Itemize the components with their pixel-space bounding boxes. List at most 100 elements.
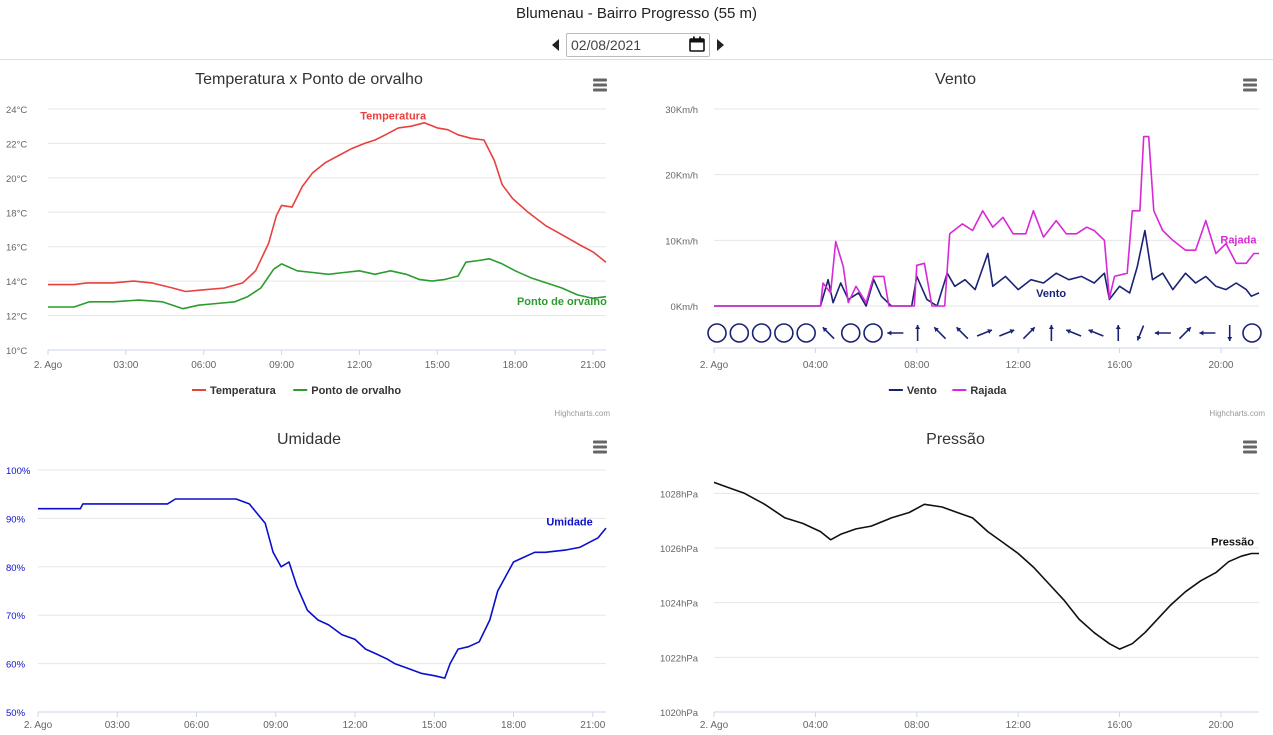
x-tick-label: 2. Ago — [24, 720, 53, 731]
legend-item[interactable]: Temperatura — [191, 385, 277, 397]
date-navigator — [550, 31, 726, 59]
x-tick-label: 03:00 — [113, 360, 138, 371]
series-line-umidade — [38, 498, 607, 679]
chart-title: Vento — [935, 71, 976, 88]
y-tick-label: 22°C — [6, 139, 27, 150]
y-tick-label: 1024hPa — [660, 599, 699, 610]
x-tick-label: 12:00 — [343, 720, 368, 731]
wind-arrow-head — [987, 329, 992, 334]
x-tick-label: 06:00 — [184, 720, 209, 731]
wind-arrow-head — [1136, 335, 1142, 341]
x-tick-label: 16:00 — [1107, 360, 1132, 371]
date-input[interactable] — [571, 37, 671, 53]
hamburger-menu-icon[interactable] — [593, 78, 607, 92]
x-tick-label: 18:00 — [501, 720, 526, 731]
x-tick-label: 08:00 — [904, 360, 929, 371]
menu-bar — [593, 445, 607, 449]
series-label: Ponto de orvalho — [517, 296, 607, 308]
series-line-ponto-de-orvalho — [48, 258, 607, 310]
y-tick-label: 1026hPa — [660, 544, 699, 555]
legend-item[interactable]: Ponto de orvalho — [293, 385, 401, 397]
series-label: Umidade — [546, 517, 592, 529]
x-tick-label: 16:00 — [1107, 720, 1132, 731]
x-tick-label: 20:00 — [1208, 720, 1233, 731]
pressure-chart-svg: Pressão 1020hPa 1022hPa 1024hPa 1026hPa 1028h… — [660, 431, 1259, 731]
y-tick-label: 90% — [6, 514, 26, 525]
x-tick-label: 2. Ago — [34, 360, 63, 371]
chart-pressure: Pressão 1020hPa 1022hPa 1024hPa 1026hPa 1028h… — [638, 422, 1273, 735]
wind-arrow-head — [1154, 330, 1159, 336]
legend-label: Ponto de orvalho — [311, 385, 401, 397]
wind-chart-svg: Vento 0Km/h 10Km/h 20Km/h 30Km/h 2. Ago 04:00 0… — [665, 71, 1265, 418]
wind-arrow-head — [1227, 337, 1233, 341]
x-tick-label: 12:00 — [1006, 720, 1031, 731]
menu-bar — [1243, 445, 1257, 449]
y-tick-label: 10°C — [6, 346, 27, 357]
series-label: Temperatura — [360, 110, 427, 122]
x-tick-label: 20:00 — [1208, 360, 1233, 371]
humidity-chart-svg: Umidade 50% 60% 70% 80% 90% 100% 2. Ago 03:00 06:… — [6, 431, 607, 731]
x-tick-label: 09:00 — [269, 360, 294, 371]
legend-label: Rajada — [970, 385, 1007, 397]
legend-item[interactable]: Vento — [888, 385, 937, 397]
menu-bar — [593, 88, 607, 92]
y-tick-label: 24°C — [6, 105, 27, 116]
series-label: Rajada — [1220, 235, 1257, 247]
caret-right-icon[interactable] — [714, 35, 726, 55]
y-tick-label: 30Km/h — [665, 105, 698, 116]
x-tick-label: 12:00 — [1006, 360, 1031, 371]
calm-wind-marker — [1242, 323, 1262, 343]
series-label: Pressão — [1211, 536, 1254, 548]
x-tick-label: 04:00 — [803, 360, 828, 371]
wind-arrow-head — [934, 327, 939, 332]
x-tick-label: 15:00 — [425, 360, 450, 371]
chart-humidity: Umidade 50% 60% 70% 80% 90% 100% 2. Ago 03:00 06:… — [0, 422, 618, 735]
series-line-temperatura — [48, 122, 607, 293]
caret-left-icon[interactable] — [550, 35, 562, 55]
hamburger-menu-icon[interactable] — [1243, 78, 1257, 92]
wind-arrow-head — [1115, 325, 1121, 329]
wind-arrow-head — [1066, 329, 1071, 334]
y-tick-label: 14°C — [6, 277, 27, 288]
y-tick-label: 1020hPa — [660, 708, 699, 719]
menu-bar — [1243, 88, 1257, 92]
y-tick-label: 80% — [6, 563, 26, 574]
x-tick-label: 21:00 — [581, 360, 606, 371]
chart-wind: Vento 0Km/h 10Km/h 20Km/h 30Km/h 2. Ago 04:00 0… — [638, 60, 1273, 422]
menu-bar — [1243, 440, 1257, 444]
legend-item[interactable]: Rajada — [952, 385, 1007, 397]
calm-wind-marker — [751, 323, 772, 343]
x-tick-label: 18:00 — [503, 360, 528, 371]
y-tick-label: 100% — [6, 466, 31, 477]
y-tick-label: 10Km/h — [665, 236, 698, 247]
legend-label: Vento — [907, 385, 937, 397]
wind-arrow-head — [887, 330, 892, 336]
series-line-rajada — [714, 135, 1259, 307]
calm-wind-marker — [863, 323, 883, 343]
series-line-vento — [714, 229, 1260, 307]
calm-wind-marker — [729, 323, 750, 343]
y-tick-label: 20°C — [6, 174, 27, 185]
wind-arrow-head — [915, 325, 921, 329]
wind-arrow-head — [1030, 327, 1035, 332]
y-tick-label: 70% — [6, 611, 26, 622]
x-tick-label: 15:00 — [422, 720, 447, 731]
wind-arrow-head — [822, 327, 828, 332]
y-tick-label: 12°C — [6, 312, 27, 323]
wind-arrow-head — [1199, 330, 1204, 336]
legend-label: Temperatura — [210, 385, 277, 397]
header-divider — [0, 59, 1273, 60]
wind-arrow-head — [1088, 329, 1094, 334]
date-field[interactable] — [566, 33, 710, 57]
hamburger-menu-icon[interactable] — [1243, 440, 1257, 454]
y-tick-label: 20Km/h — [665, 171, 698, 182]
x-tick-label: 21:00 — [580, 720, 605, 731]
x-tick-label: 03:00 — [105, 720, 130, 731]
chart-title: Umidade — [277, 431, 341, 448]
calendar-icon[interactable] — [689, 36, 705, 55]
calm-wind-marker — [707, 323, 727, 343]
wind-direction-row — [707, 323, 1262, 343]
menu-bar — [1243, 83, 1257, 87]
credits-link: Highcharts.com — [554, 409, 610, 418]
hamburger-menu-icon[interactable] — [593, 440, 607, 454]
